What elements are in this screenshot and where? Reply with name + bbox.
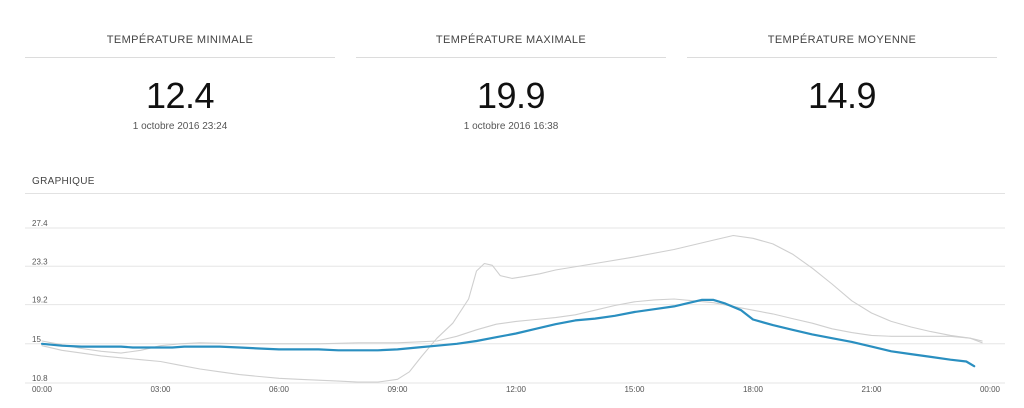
x-tick-label: 09:00 bbox=[387, 385, 408, 394]
stat-value: 19.9 bbox=[476, 75, 546, 116]
x-tick-label: 21:00 bbox=[861, 385, 882, 394]
stat-value: 12.4 bbox=[145, 75, 215, 116]
y-tick-label: 19.2 bbox=[32, 296, 48, 305]
x-tick-label: 15:00 bbox=[624, 385, 645, 394]
x-tick-labels: 00:00 03:00 06:00 09:00 12:00 15:00 18:00 21:00… bbox=[32, 385, 1001, 394]
x-tick-label: 00:00 bbox=[32, 385, 53, 394]
temperature-chart[interactable]: 10.8 15 19.2 23.3 27.4 00:00 03:00 06:00 09:00 1… bbox=[0, 200, 1024, 408]
grid-layer bbox=[25, 227, 1005, 384]
y-tick-label: 10.8 bbox=[32, 374, 48, 383]
stat-card-avg: TEMPÉRATURE MOYENNE 14.9 bbox=[687, 34, 997, 121]
x-tick-label: 06:00 bbox=[269, 385, 290, 394]
y-tick-label: 23.3 bbox=[32, 257, 48, 266]
series-layer bbox=[40, 234, 983, 383]
stat-label: TEMPÉRATURE MOYENNE bbox=[687, 34, 997, 58]
series-line-current bbox=[40, 298, 976, 368]
stat-card-min: TEMPÉRATURE MINIMALE 12.4 1 octobre 2016… bbox=[25, 34, 335, 132]
y-tick-label: 27.4 bbox=[32, 219, 48, 228]
stat-label: TEMPÉRATURE MAXIMALE bbox=[356, 34, 666, 58]
stat-label: TEMPÉRATURE MINIMALE bbox=[25, 34, 335, 58]
series-line-min-range bbox=[41, 234, 983, 383]
divider bbox=[25, 193, 1005, 194]
stat-value: 14.9 bbox=[807, 75, 877, 116]
y-tick-label: 15 bbox=[32, 335, 41, 344]
x-tick-label: 12:00 bbox=[506, 385, 527, 394]
chart-section-title: GRAPHIQUE bbox=[32, 176, 95, 187]
stat-date: 1 octobre 2016 23:24 bbox=[132, 121, 228, 132]
stat-card-max: TEMPÉRATURE MAXIMALE 19.9 1 octobre 2016… bbox=[356, 34, 666, 132]
stat-date: 1 octobre 2016 16:38 bbox=[463, 121, 559, 132]
series-line-max bbox=[41, 298, 983, 354]
y-tick-labels: 10.8 15 19.2 23.3 27.4 bbox=[32, 219, 48, 383]
x-tick-label: 03:00 bbox=[150, 385, 171, 394]
x-tick-label: 00:00 bbox=[980, 385, 1001, 394]
x-tick-label: 18:00 bbox=[743, 385, 764, 394]
